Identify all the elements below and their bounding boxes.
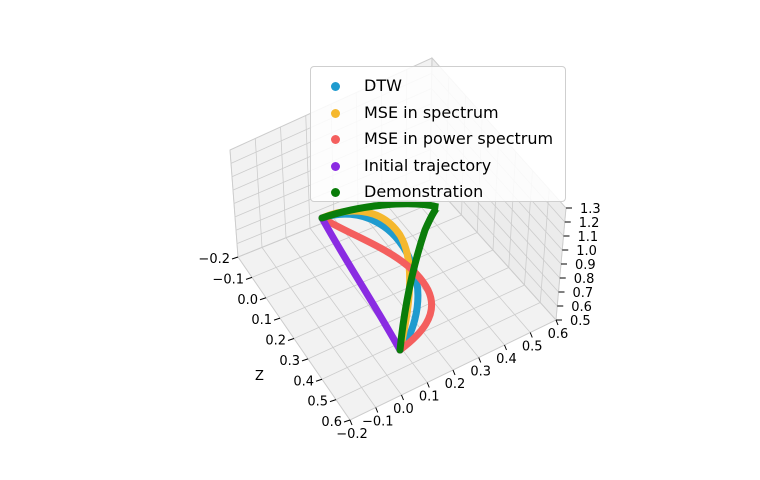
z-tick-label: 0.5 (307, 395, 328, 410)
legend-marker (331, 161, 340, 171)
z-tick-label: 0.3 (279, 354, 300, 369)
legend-item: MSE in power spectrum (311, 127, 565, 153)
floor-grid-line (381, 198, 505, 346)
z-tick-mark (245, 276, 253, 280)
y-tick-label: 0.7 (573, 286, 594, 301)
legend-marker (331, 188, 340, 197)
z-tick-mark (301, 358, 309, 362)
y-tick-label: 1.0 (576, 244, 597, 259)
legend-item: MSE in spectrum (311, 101, 565, 127)
z-tick-mark (273, 317, 281, 321)
legend-label: Initial trajectory (364, 155, 492, 175)
series-line-4 (318, 200, 440, 354)
z-tick-mark (343, 419, 351, 423)
series-curves (318, 200, 440, 354)
wall-grid-line (539, 189, 550, 303)
z-tick-mark (287, 338, 295, 341)
legend-item: Demonstration (311, 180, 565, 206)
x-tick-label: 0.5 (522, 340, 543, 355)
z-tick-label: 0.4 (293, 374, 314, 389)
x-tick-mark (478, 357, 482, 363)
legend-label: Demonstration (364, 182, 484, 201)
z-tick-label: 0.1 (251, 313, 272, 328)
x-tick-mark (349, 419, 353, 426)
tick-labels: −0.2−0.10.00.10.20.30.40.50.6−0.2−0.10.0… (198, 202, 600, 442)
z-tick-mark (315, 378, 323, 382)
x-tick-label: −0.2 (336, 427, 368, 442)
x-tick-label: 0.4 (496, 352, 517, 367)
z-tick-mark (231, 256, 239, 260)
legend-label: MSE in power spectrum (364, 129, 554, 148)
y-tick-label: 0.5 (570, 314, 591, 329)
z-tick-label: 0.6 (321, 415, 342, 430)
x-tick-label: 0.2 (445, 377, 466, 392)
y-tick-label: 0.9 (575, 258, 596, 273)
x-tick-label: 0.1 (419, 390, 440, 405)
y-tick-label: 1.1 (578, 230, 599, 245)
z-tick-mark (259, 297, 267, 301)
x-tick-label: 0.6 (548, 327, 569, 342)
x-tick-label: −0.1 (362, 415, 394, 430)
y-tick-label: 0.8 (574, 272, 595, 287)
series-line-3 (318, 214, 404, 354)
z-tick-label: −0.2 (198, 252, 230, 267)
z-tick-mark (329, 399, 337, 403)
floor-grid-line (405, 189, 531, 333)
x-tick-mark (452, 369, 456, 376)
legend-item: DTW (311, 74, 565, 100)
legend-marker (331, 82, 340, 91)
legend-label: DTW (364, 76, 402, 95)
floor-grid-line (333, 218, 454, 371)
legend: DTW MSE in spectrum MSE in power spectrum I… (310, 66, 566, 202)
z-axis-label: Z (255, 369, 264, 384)
z-tick-label: −0.1 (212, 272, 244, 287)
y-tick-label: 1.3 (580, 202, 601, 217)
z-tick-label: 0.2 (265, 334, 286, 349)
x-tick-mark (401, 394, 404, 401)
legend-marker (331, 135, 340, 144)
y-tick-label: 1.2 (579, 216, 600, 231)
legend-label: MSE in spectrum (364, 102, 499, 122)
legend-marker (331, 108, 340, 118)
series-line-2 (318, 214, 436, 354)
legend-item: Initial trajectory (311, 154, 565, 180)
z-tick-label: 0.0 (237, 293, 258, 308)
x-tick-label: 0.0 (393, 402, 414, 417)
y-tick-label: 0.6 (571, 300, 592, 315)
x-tick-mark (555, 319, 559, 326)
x-tick-mark (426, 382, 430, 388)
x-tick-mark (375, 407, 379, 413)
floor-grid-line (261, 247, 377, 408)
x-tick-mark (504, 344, 507, 351)
floor-grid-line (285, 237, 402, 396)
x-tick-mark (529, 332, 533, 338)
floor-grid-line (309, 227, 428, 383)
x-tick-label: 0.3 (470, 365, 491, 380)
